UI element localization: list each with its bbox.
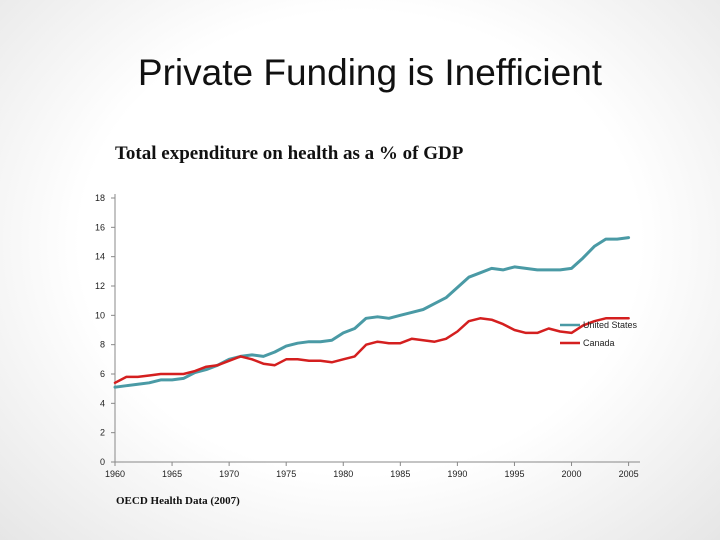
slide-title: Private Funding is Inefficient [137, 52, 603, 93]
chart-title: Total expenditure on health as a % of GD… [115, 143, 464, 164]
source-note: OECD Health Data (2007) [116, 495, 240, 507]
y-tick-label: 0 [100, 457, 105, 467]
x-tick-label: 1975 [276, 469, 296, 479]
y-tick-label: 16 [95, 222, 105, 232]
y-tick-label: 10 [95, 310, 105, 320]
y-tick-label: 14 [95, 252, 105, 262]
series-line-united-states [113, 236, 631, 389]
y-tick-label: 12 [95, 281, 105, 291]
x-axis-ticks: 1960 1965 1970 1975 1980 1985 1990 1995 2000 2005 [105, 462, 639, 479]
x-tick-label: 1970 [219, 469, 239, 479]
y-axis-ticks: 0 2 4 6 8 10 12 14 16 18 [95, 193, 115, 467]
y-tick-label: 2 [100, 428, 105, 438]
legend-label: United States [583, 320, 638, 330]
y-tick-label: 4 [100, 398, 105, 408]
x-tick-label: 1965 [162, 469, 182, 479]
legend-label: Canada [583, 338, 615, 348]
x-tick-label: 2000 [562, 469, 582, 479]
x-tick-label: 1995 [504, 469, 524, 479]
y-tick-label: 18 [95, 193, 105, 203]
chart-legend: United States Canada [560, 320, 638, 348]
x-tick-label: 1960 [105, 469, 125, 479]
series-line-canada [113, 317, 630, 385]
chart-axes [114, 194, 640, 463]
y-tick-label: 6 [100, 369, 105, 379]
x-tick-label: 2005 [619, 469, 639, 479]
x-tick-label: 1990 [447, 469, 467, 479]
chart-series [113, 236, 631, 389]
x-tick-label: 1980 [333, 469, 353, 479]
x-tick-label: 1985 [390, 469, 410, 479]
y-tick-label: 8 [100, 340, 105, 350]
